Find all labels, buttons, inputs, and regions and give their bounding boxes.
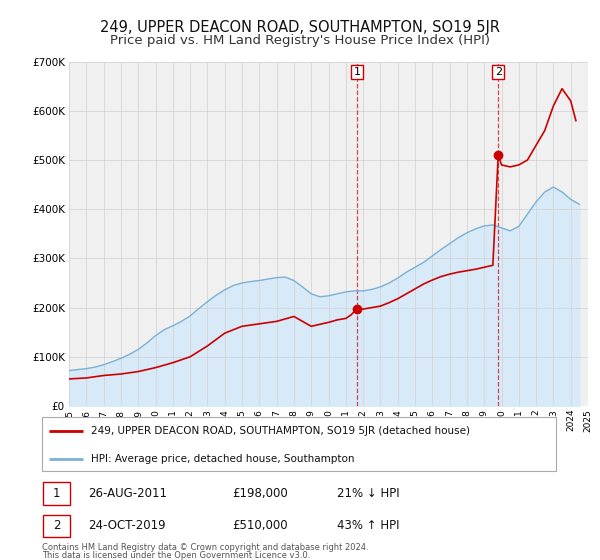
Text: 2: 2 bbox=[53, 519, 61, 533]
Text: 26-AUG-2011: 26-AUG-2011 bbox=[89, 487, 167, 500]
Text: 1: 1 bbox=[353, 67, 361, 77]
Text: 24-OCT-2019: 24-OCT-2019 bbox=[89, 519, 166, 533]
Text: £510,000: £510,000 bbox=[232, 519, 288, 533]
FancyBboxPatch shape bbox=[41, 417, 556, 471]
Text: HPI: Average price, detached house, Southampton: HPI: Average price, detached house, Sout… bbox=[91, 454, 355, 464]
Text: 21% ↓ HPI: 21% ↓ HPI bbox=[337, 487, 399, 500]
Text: Price paid vs. HM Land Registry's House Price Index (HPI): Price paid vs. HM Land Registry's House … bbox=[110, 34, 490, 46]
Text: £198,000: £198,000 bbox=[232, 487, 288, 500]
Text: This data is licensed under the Open Government Licence v3.0.: This data is licensed under the Open Gov… bbox=[41, 551, 310, 560]
Text: 2: 2 bbox=[494, 67, 502, 77]
Text: 249, UPPER DEACON ROAD, SOUTHAMPTON, SO19 5JR: 249, UPPER DEACON ROAD, SOUTHAMPTON, SO1… bbox=[100, 20, 500, 35]
Text: 1: 1 bbox=[53, 487, 61, 500]
Text: 43% ↑ HPI: 43% ↑ HPI bbox=[337, 519, 399, 533]
Text: Contains HM Land Registry data © Crown copyright and database right 2024.: Contains HM Land Registry data © Crown c… bbox=[41, 543, 368, 552]
FancyBboxPatch shape bbox=[43, 515, 70, 537]
FancyBboxPatch shape bbox=[43, 482, 70, 505]
Text: 249, UPPER DEACON ROAD, SOUTHAMPTON, SO19 5JR (detached house): 249, UPPER DEACON ROAD, SOUTHAMPTON, SO1… bbox=[91, 426, 470, 436]
